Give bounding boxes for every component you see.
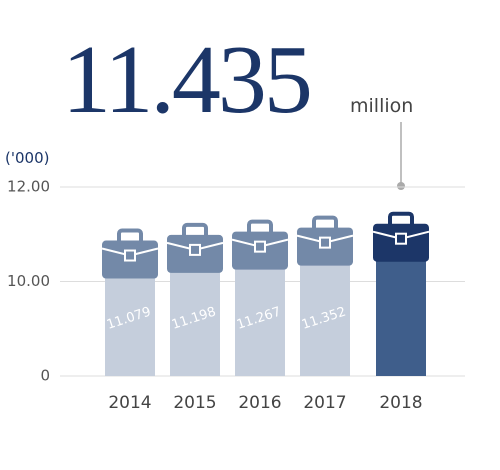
x-tick-label: 2018 [379,393,422,413]
briefcase-clasp [124,249,136,262]
y-tick-label: 12.00 [7,178,50,196]
briefcase-clasp [395,232,407,245]
leader-dot [397,182,405,190]
x-tick-label: 2015 [173,393,216,413]
bar [166,222,224,376]
bar [231,219,289,376]
bar [296,215,354,376]
y-unit: ('000) [5,149,49,167]
bar [372,211,430,376]
bar [101,228,159,376]
x-tick-label: 2017 [303,393,346,413]
headline-unit: million [350,95,413,117]
x-tick-label: 2016 [238,393,281,413]
x-tick-label: 2014 [108,393,151,413]
briefcase-clasp [189,243,201,256]
y-tick-label: 0 [40,367,50,385]
y-tick-label: 10.00 [7,272,50,290]
briefcase-clasp [254,240,266,253]
briefcase-clasp [319,236,331,249]
headline-value: 11.435 [62,26,310,134]
